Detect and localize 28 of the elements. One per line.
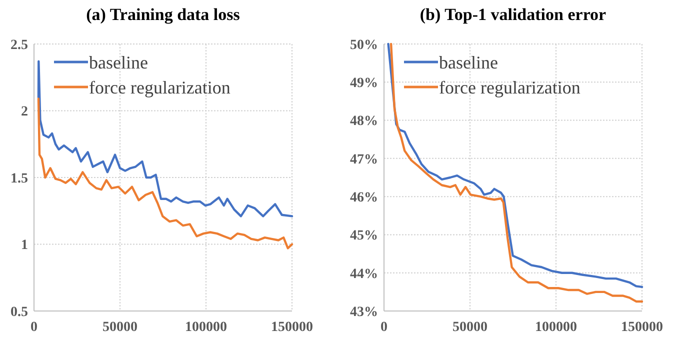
y-tick-label: 43% [350, 304, 378, 320]
y-tick-label: 1.5 [10, 171, 28, 186]
y-tick-label: 44% [350, 266, 378, 282]
y-tick-label: 49% [350, 76, 378, 92]
y-tick-label: 48% [350, 114, 378, 130]
x-tick-label: 50000 [102, 320, 138, 335]
chart-title: (b) Top-1 validation error [420, 5, 607, 24]
y-tick-label: 50% [350, 38, 378, 53]
line-series [37, 98, 294, 250]
y-tick-label: 45% [350, 228, 378, 244]
x-tick-label: 100000 [535, 320, 577, 335]
x-tick-label: 0 [380, 320, 388, 335]
y-tick-label: 0.5 [10, 304, 28, 320]
legend-label: force regularization [89, 77, 230, 98]
y-tick-label: 2 [21, 104, 28, 120]
y-tick-label: 47% [350, 152, 378, 168]
x-tick-label: 150000 [271, 320, 313, 335]
legend-label: force regularization [439, 77, 580, 98]
x-tick-label: 0 [30, 320, 38, 335]
legend-label: baseline [89, 52, 148, 72]
legend-label: baseline [439, 52, 498, 72]
y-tick-label: 1 [21, 238, 28, 254]
x-tick-label: 150000 [621, 320, 663, 335]
x-tick-label: 50000 [452, 320, 488, 335]
y-tick-label: 2.5 [10, 38, 28, 53]
y-tick-label: 46% [350, 190, 378, 206]
x-tick-label: 100000 [185, 320, 227, 335]
chart-title: (a) Training data loss [86, 5, 240, 24]
